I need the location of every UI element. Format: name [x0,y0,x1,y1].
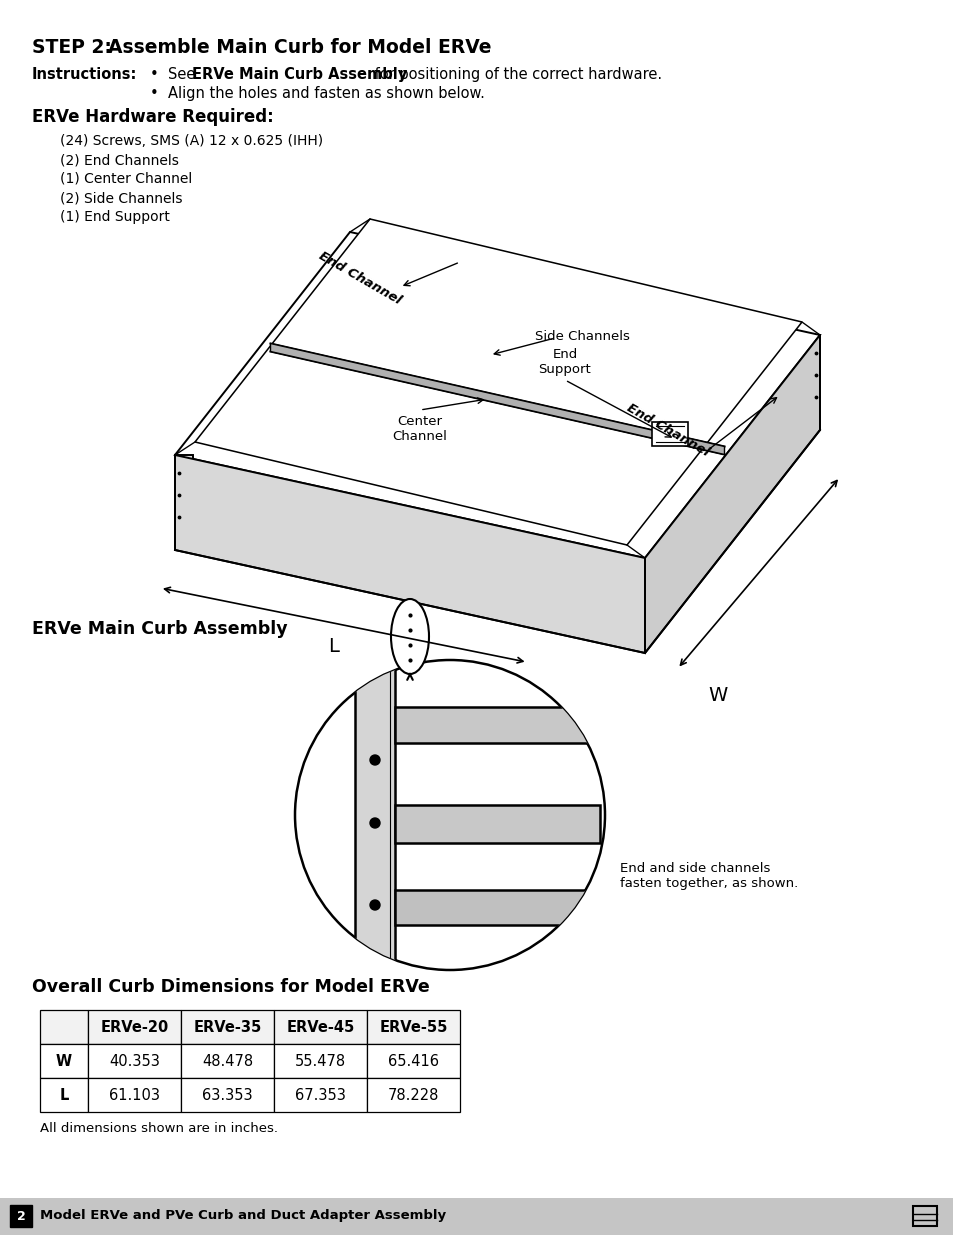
Text: ERVe Hardware Required:: ERVe Hardware Required: [32,107,274,126]
Polygon shape [395,706,599,743]
Bar [40,1010,88,1044]
Text: (2) Side Channels: (2) Side Channels [60,191,182,205]
Text: ERVe Main Curb Assembly: ERVe Main Curb Assembly [32,620,287,638]
Bar [181,1078,274,1112]
Text: Side Channels: Side Channels [535,330,629,343]
Text: End Channel: End Channel [624,401,711,459]
Text: ERVe-55: ERVe-55 [379,1020,447,1035]
Text: Assemble Main Curb for Model ERVe: Assemble Main Curb for Model ERVe [108,38,491,57]
Bar [88,1010,181,1044]
Text: for positioning of the correct hardware.: for positioning of the correct hardware. [370,67,661,82]
Bar [88,1078,181,1112]
Circle shape [370,755,379,764]
Bar [88,1044,181,1078]
Polygon shape [174,454,193,550]
Text: 2: 2 [16,1209,26,1223]
Bar [40,1044,88,1078]
Bar [367,1078,459,1112]
Bar [181,1044,274,1078]
Text: W: W [707,685,726,705]
Text: STEP 2:: STEP 2: [32,38,112,57]
Text: 55.478: 55.478 [294,1053,346,1068]
Text: L: L [59,1088,69,1103]
Text: End and side channels
fasten together, as shown.: End and side channels fasten together, a… [619,862,798,890]
Bar [0,1198,953,1235]
Text: (1) Center Channel: (1) Center Channel [60,172,193,186]
Polygon shape [651,422,687,446]
Text: 61.103: 61.103 [109,1088,160,1103]
Ellipse shape [391,599,429,674]
Polygon shape [271,343,723,454]
Circle shape [370,818,379,827]
Text: •  Align the holes and fasten as shown below.: • Align the holes and fasten as shown be… [150,86,484,101]
Polygon shape [395,805,599,844]
Bar [274,1010,367,1044]
Text: All dimensions shown are in inches.: All dimensions shown are in inches. [40,1123,277,1135]
Text: End
Support: End Support [538,348,591,375]
Circle shape [294,659,604,969]
Polygon shape [174,454,644,653]
Text: (2) End Channels: (2) End Channels [60,153,179,167]
Text: ERVe Main Curb Assembly: ERVe Main Curb Assembly [192,67,407,82]
Bar [367,1010,459,1044]
Text: Model ERVe and PVe Curb and Duct Adapter Assembly: Model ERVe and PVe Curb and Duct Adapter… [40,1209,446,1223]
Polygon shape [644,335,820,653]
Polygon shape [355,667,395,963]
Bar [181,1010,274,1044]
Text: 78.228: 78.228 [388,1088,438,1103]
Bar [10,1205,32,1228]
Text: 48.478: 48.478 [202,1053,253,1068]
Polygon shape [174,232,820,558]
Bar [274,1044,367,1078]
Bar [40,1078,88,1112]
Text: 40.353: 40.353 [109,1053,160,1068]
Text: (24) Screws, SMS (A) 12 x 0.625 (IHH): (24) Screws, SMS (A) 12 x 0.625 (IHH) [60,135,323,148]
Text: End Channel: End Channel [316,249,403,306]
Bar [274,1078,367,1112]
Text: ERVe-20: ERVe-20 [100,1020,169,1035]
Text: •  See: • See [150,67,200,82]
Text: ERVe-35: ERVe-35 [193,1020,261,1035]
Circle shape [370,900,379,910]
Polygon shape [194,219,801,545]
Text: Center
Channel: Center Channel [392,415,447,443]
Text: 63.353: 63.353 [202,1088,253,1103]
Text: 67.353: 67.353 [294,1088,346,1103]
Text: W: W [56,1053,72,1068]
Text: L: L [328,637,339,656]
Text: (1) End Support: (1) End Support [60,210,170,224]
Bar [367,1044,459,1078]
Bar [912,1207,936,1226]
Polygon shape [395,890,599,925]
Text: Instructions:: Instructions: [32,67,137,82]
Text: Overall Curb Dimensions for Model ERVe: Overall Curb Dimensions for Model ERVe [32,978,429,995]
Text: ERVe-45: ERVe-45 [286,1020,355,1035]
Text: 65.416: 65.416 [388,1053,438,1068]
